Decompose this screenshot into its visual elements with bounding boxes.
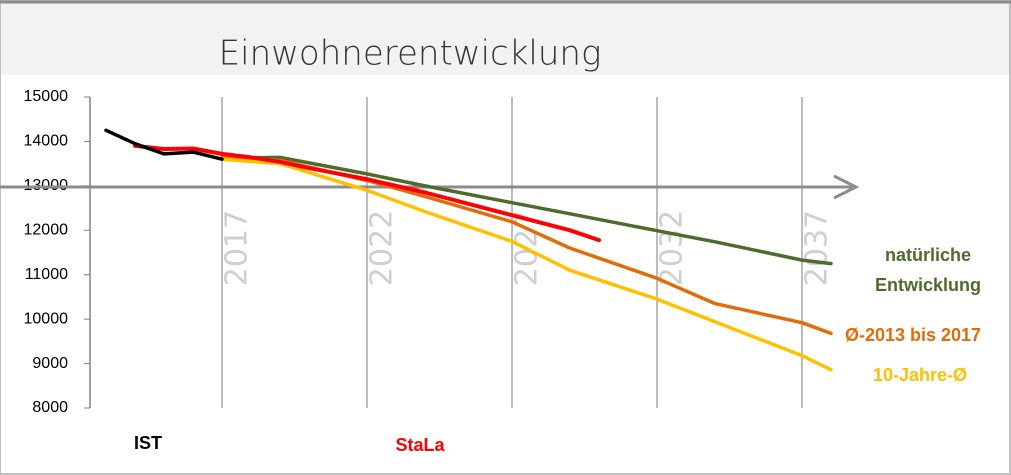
y-tick-label: 8000 [32, 399, 68, 416]
y-tick-label: 14000 [24, 133, 69, 150]
chart-title: Einwohnerentwicklung [219, 34, 602, 74]
series-label: natürliche Entwicklung [874, 245, 981, 295]
y-tick-label: 15000 [24, 88, 69, 105]
series-line [220, 155, 833, 266]
x-tick-label: 2022 [365, 210, 400, 286]
title-band [1, 1, 1009, 75]
series-label: Ø-2013 bis 2017 [844, 325, 982, 345]
y-tick-label: 10000 [24, 310, 69, 327]
series-line [220, 157, 833, 372]
x-tick-label: 2037 [800, 210, 835, 286]
series-line [104, 128, 224, 161]
series-label: 10-Jahre-Ø [872, 365, 968, 385]
x-tick-label: 2017 [220, 210, 255, 286]
x-tick-label: 2032 [655, 210, 690, 286]
y-tick-label: 12000 [24, 222, 69, 239]
series-line [133, 143, 601, 243]
y-tick-label: 9000 [32, 355, 68, 372]
arrow-head [833, 174, 860, 200]
series-label: StaLa [395, 435, 445, 455]
y-tick-label: 11000 [25, 266, 68, 283]
series-label: IST [133, 433, 162, 453]
